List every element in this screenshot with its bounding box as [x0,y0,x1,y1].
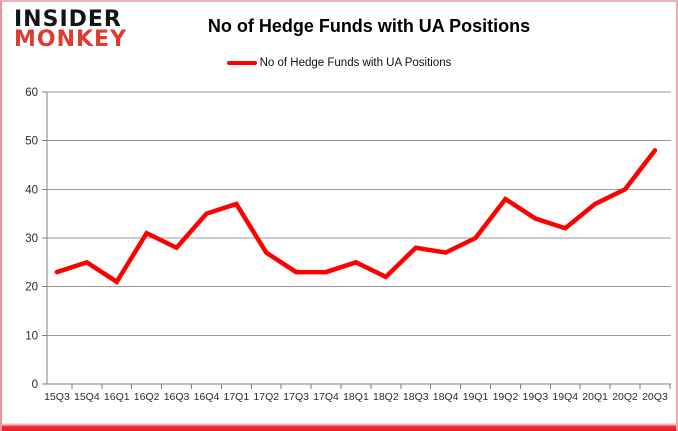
x-tick-label: 18Q1 [343,391,369,403]
chart-title: No of Hedge Funds with UA Positions [207,16,531,36]
y-tick-label: 20 [25,282,38,294]
x-tick-label: 20Q2 [612,391,638,403]
x-tick-label: 17Q2 [253,391,279,403]
logo-monkey-text: MONKEY [14,27,128,53]
x-tick-label: 18Q4 [433,391,459,403]
x-tick-label: 15Q3 [44,391,70,403]
x-tick-label: 19Q4 [552,391,578,403]
x-tick-label: 17Q1 [224,391,250,403]
x-tick-label: 17Q4 [313,391,339,403]
x-tick-label: 19Q1 [463,391,489,403]
x-tick-label: 19Q3 [523,391,549,403]
legend: No of Hedge Funds with UA Positions [2,57,676,69]
x-tick-label: 15Q4 [74,391,100,403]
x-tick-label: 16Q1 [104,391,130,403]
legend-line-swatch [226,61,257,65]
y-tick-label: 30 [25,233,38,245]
x-tick-label: 18Q2 [373,391,399,403]
y-tick-label: 0 [32,379,38,391]
x-tick-label: 19Q2 [493,391,519,403]
logo-insider-text: INSIDER [14,7,122,32]
y-tick-label: 60 [25,87,38,99]
y-tick-label: 50 [25,136,38,148]
y-tick-label: 10 [25,330,38,342]
x-tick-label: 16Q4 [194,391,220,403]
x-tick-label: 16Q3 [164,391,190,403]
hedge-funds-series-line [54,148,658,285]
bottom-red-border [2,423,676,431]
x-tick-label: 16Q2 [134,391,160,403]
x-tick-label: 17Q3 [283,391,309,403]
x-tick-label: 18Q3 [403,391,429,403]
x-tick-label: 20Q3 [642,391,668,403]
legend-label: No of Hedge Funds with UA Positions [259,57,452,69]
insider-monkey-logo: INSIDER MONKEY [14,7,128,53]
x-tick-label: 20Q1 [582,391,608,403]
y-tick-label: 40 [25,184,38,196]
